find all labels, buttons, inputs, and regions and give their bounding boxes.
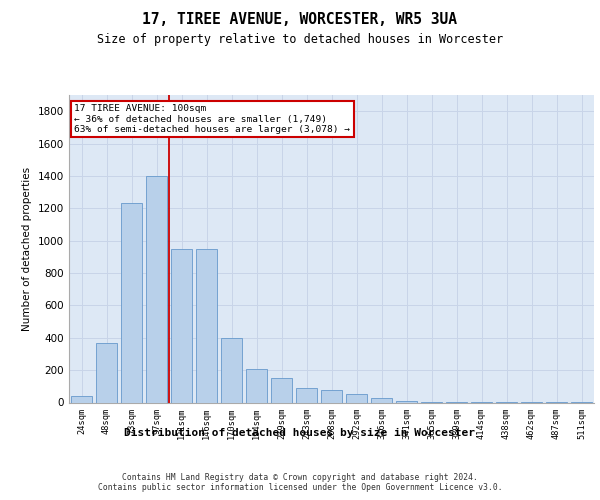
Bar bbox=[196, 248, 217, 402]
Bar bbox=[121, 204, 142, 402]
Bar bbox=[246, 368, 267, 402]
Bar bbox=[71, 396, 92, 402]
Text: Size of property relative to detached houses in Worcester: Size of property relative to detached ho… bbox=[97, 32, 503, 46]
Bar bbox=[321, 390, 342, 402]
Bar bbox=[271, 378, 292, 402]
Bar bbox=[346, 394, 367, 402]
Bar bbox=[171, 248, 192, 402]
Bar bbox=[396, 401, 417, 402]
Text: 17 TIREE AVENUE: 100sqm
← 36% of detached houses are smaller (1,749)
63% of semi: 17 TIREE AVENUE: 100sqm ← 36% of detache… bbox=[74, 104, 350, 134]
Bar bbox=[371, 398, 392, 402]
Text: Distribution of detached houses by size in Worcester: Distribution of detached houses by size … bbox=[125, 428, 476, 438]
Bar bbox=[221, 338, 242, 402]
Bar bbox=[296, 388, 317, 402]
Text: Contains HM Land Registry data © Crown copyright and database right 2024.
Contai: Contains HM Land Registry data © Crown c… bbox=[98, 472, 502, 492]
Bar bbox=[96, 342, 117, 402]
Y-axis label: Number of detached properties: Number of detached properties bbox=[22, 166, 32, 331]
Text: 17, TIREE AVENUE, WORCESTER, WR5 3UA: 17, TIREE AVENUE, WORCESTER, WR5 3UA bbox=[143, 12, 458, 28]
Bar bbox=[146, 176, 167, 402]
